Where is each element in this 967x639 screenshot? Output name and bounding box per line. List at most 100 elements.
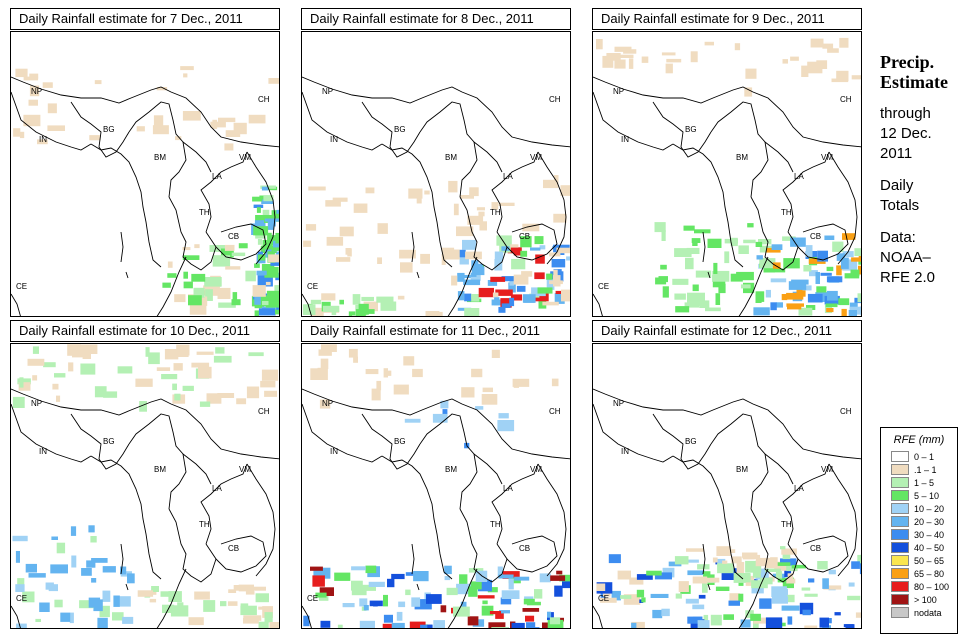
rainfall-cell [173, 352, 189, 357]
rainfall-cell [847, 595, 861, 601]
rainfall-cell [825, 303, 838, 308]
rainfall-cell [351, 587, 367, 596]
rainfall-cell [851, 75, 861, 80]
rainfall-cell [639, 599, 644, 603]
rainfall-cell [646, 570, 662, 576]
rainfall-cell [321, 293, 336, 301]
border-line [200, 151, 248, 233]
rainfall-cell [221, 248, 234, 258]
rainfall-cell [611, 590, 621, 601]
rainfall-cell [687, 616, 703, 624]
rainfall-cell [253, 204, 264, 208]
legend-row: 40 – 50 [891, 541, 957, 554]
rainfall-cell [182, 247, 191, 251]
border-line [90, 143, 162, 268]
rainfall-cell [770, 278, 787, 283]
rainfall-cell [491, 349, 500, 358]
rainfall-cell [22, 591, 35, 603]
border-line [782, 463, 830, 545]
rainfall-cell [315, 592, 327, 598]
rainfall-cell [724, 251, 730, 264]
rainfall-cell [387, 578, 395, 588]
rainfall-cell [654, 222, 666, 233]
rainfall-cell [149, 598, 157, 603]
country-label-th: TH [199, 520, 210, 529]
rainfall-cell [692, 576, 708, 584]
rainfall-cell [265, 297, 279, 308]
rainfall-cell [153, 115, 164, 127]
rainfall-cell [196, 351, 214, 355]
country-label-ch: CH [840, 407, 852, 416]
rainfall-cell [336, 257, 351, 262]
border-line [797, 223, 849, 261]
rainfall-cell [736, 562, 745, 574]
rainfall-cell [54, 373, 66, 378]
border-line [593, 76, 861, 148]
country-label-la: LA [503, 484, 513, 493]
rainfall-cell [79, 600, 94, 609]
country-label-bm: BM [154, 153, 166, 162]
rainfall-cell [849, 234, 855, 240]
rainfall-cell [499, 610, 510, 614]
country-label-ch: CH [258, 95, 270, 104]
rainfall-cell [412, 368, 423, 378]
rainfall-cell [270, 261, 279, 266]
rainfall-cell [254, 263, 260, 268]
legend-label: 20 – 30 [914, 516, 945, 527]
country-label-bg: BG [394, 125, 406, 134]
legend-label: 10 – 20 [914, 503, 945, 514]
rainfall-cell [224, 244, 235, 251]
rainfall-cell [267, 218, 276, 227]
rainfall-cell [220, 601, 227, 607]
country-label-th: TH [781, 520, 792, 529]
rainfall-cell [522, 223, 540, 232]
country-borders [11, 388, 279, 628]
rainfall-cell [487, 587, 498, 593]
rainfall-cell [641, 597, 646, 603]
rainfall-cell [217, 393, 235, 398]
border-line [416, 271, 420, 279]
rainfall-cell [261, 199, 274, 204]
rainfall-cell [697, 564, 710, 570]
country-label-bg: BG [103, 125, 115, 134]
rainfall-cell [636, 574, 653, 580]
rainfall-cell [453, 606, 470, 617]
rainfall-cell [218, 302, 236, 308]
rainfall-cell [236, 398, 247, 405]
rainfall-cell [188, 295, 202, 306]
rainfall-cell [464, 308, 480, 316]
country-label-ce: CE [307, 282, 318, 291]
country-borders [593, 388, 861, 628]
rainfall-cell [365, 369, 379, 375]
country-label-in: IN [330, 447, 338, 456]
rainfall-cell [765, 568, 781, 572]
rainfall-cell [771, 244, 783, 250]
rainfall-cell [801, 587, 811, 591]
rainfall-cell [851, 257, 861, 262]
rainfall-cell [444, 565, 452, 575]
rainfall-cell [414, 599, 432, 610]
rainfall-cell [365, 565, 377, 574]
rainfall-cell [675, 593, 682, 599]
border-line [128, 101, 187, 198]
rainfall-cell [815, 272, 820, 284]
legend-swatch [891, 490, 909, 501]
rainfall-cell [305, 224, 317, 231]
border-line [70, 413, 130, 470]
rainfall-cell [553, 275, 561, 287]
rainfall-cell [477, 595, 495, 599]
border-line [473, 453, 503, 485]
rainfall-cell [258, 308, 276, 316]
rainfall-cell [225, 266, 241, 270]
border-line [411, 543, 415, 575]
rainfall-cell [596, 39, 603, 50]
rainfall-cell [782, 59, 788, 64]
rainfall-cell [29, 85, 40, 97]
rainfall-cell [848, 582, 855, 587]
rainfall-cell [12, 396, 25, 408]
rainfall-cell [172, 383, 177, 391]
rainfall-cell [180, 66, 194, 71]
rainfall-cell [267, 232, 272, 245]
legend-label: 65 – 80 [914, 568, 945, 579]
rainfall-cell [782, 580, 794, 589]
